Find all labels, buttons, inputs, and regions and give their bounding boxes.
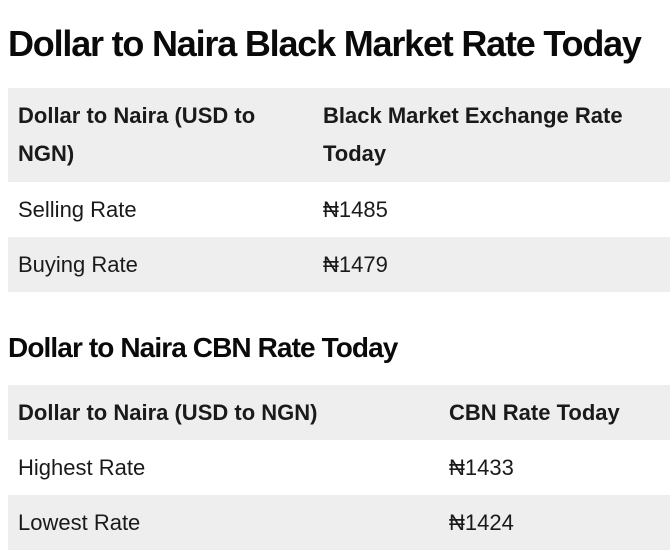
row-label: Lowest Rate bbox=[18, 509, 141, 535]
row-label: Selling Rate bbox=[18, 196, 137, 222]
table-row: Selling Rate ₦1485 bbox=[8, 182, 670, 237]
table-header-row: Dollar to Naira (USD to NGN) CBN Rate To… bbox=[8, 385, 670, 440]
cbn-rate-title: Dollar to Naira CBN Rate Today bbox=[8, 332, 398, 363]
column-header-pair: Dollar to Naira (USD to NGN) bbox=[18, 103, 256, 166]
black-market-title: Dollar to Naira Black Market Rate Today bbox=[8, 23, 642, 64]
black-market-rate-table: Dollar to Naira (USD to NGN) Black Marke… bbox=[8, 88, 670, 292]
table-row: Buying Rate ₦1479 bbox=[8, 237, 670, 292]
table-row: Highest Rate ₦1433 bbox=[8, 440, 670, 495]
row-label: Buying Rate bbox=[18, 251, 138, 277]
row-label: Highest Rate bbox=[18, 454, 146, 480]
table-row: Lowest Rate ₦1424 bbox=[8, 495, 670, 550]
table-header-row: Dollar to Naira (USD to NGN) Black Marke… bbox=[8, 88, 670, 182]
cbn-rate-table: Dollar to Naira (USD to NGN) CBN Rate To… bbox=[8, 385, 670, 550]
row-value: ₦1433 bbox=[449, 454, 514, 480]
row-value: ₦1485 bbox=[323, 196, 388, 222]
row-value: ₦1424 bbox=[449, 509, 514, 535]
column-header-pair: Dollar to Naira (USD to NGN) bbox=[18, 399, 318, 425]
column-header-rate: Black Market Exchange Rate Today bbox=[323, 103, 623, 166]
row-value: ₦1479 bbox=[323, 251, 388, 277]
column-header-rate: CBN Rate Today bbox=[449, 399, 620, 425]
